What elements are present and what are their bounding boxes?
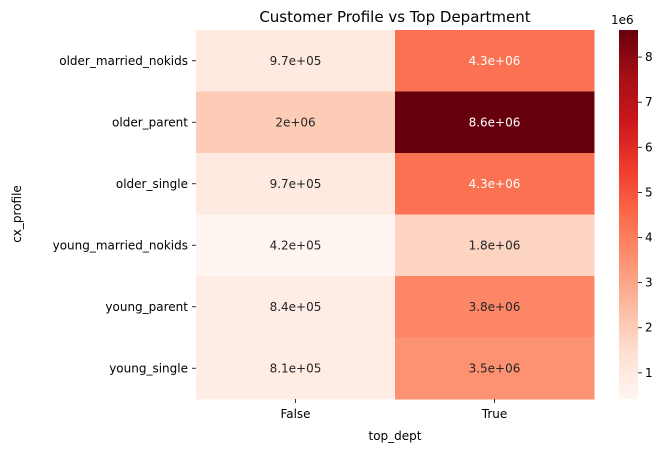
heatmap-cell: [395, 337, 595, 400]
colorbar: [619, 30, 638, 399]
heatmap-cell: [196, 153, 396, 215]
cell-annotation: 3.5e+06: [469, 361, 521, 375]
cell-annotation: 8.6e+06: [469, 115, 521, 129]
heatmap-cell: [395, 153, 595, 215]
heatmap-cell: [196, 30, 396, 92]
colorbar-tick-label: 3: [645, 276, 653, 290]
colorbar-ticks: 1 2 3 4 5 6 7 8: [638, 50, 653, 380]
heatmap-cell: [395, 30, 595, 92]
x-axis-ticks: False True: [280, 399, 507, 421]
colorbar-tick-label: 6: [645, 140, 653, 154]
colorbar-tick-label: 7: [645, 95, 653, 109]
cell-annotation: 8.4e+05: [270, 300, 322, 314]
heatmap-cell: [196, 214, 396, 277]
y-tick-label: young_parent: [105, 300, 188, 314]
cell-annotation: 1.8e+06: [469, 238, 521, 252]
colorbar-tick-label: 8: [645, 50, 653, 64]
cell-annotation: 8.1e+05: [270, 361, 322, 375]
y-axis-label: cx_profile: [10, 185, 24, 243]
y-tick-label: older_parent: [112, 115, 188, 129]
heatmap-cells: [196, 30, 595, 400]
colorbar-multiplier: 1e6: [611, 13, 634, 27]
cell-annotation: 2e+06: [275, 115, 315, 129]
x-axis-label: top_dept: [369, 429, 422, 443]
y-tick-label: older_single: [116, 177, 188, 191]
chart-title: Customer Profile vs Top Department: [259, 8, 530, 26]
y-tick-label: older_married_nokids: [59, 54, 188, 68]
y-tick-label: young_married_nokids: [53, 238, 188, 252]
cell-annotation: 4.2e+05: [270, 238, 322, 252]
heatmap-cell: [395, 91, 595, 154]
cell-annotations: 9.7e+05 4.3e+06 2e+06 8.6e+06 9.7e+05 4.3e+06…: [270, 54, 521, 376]
cell-annotation: 4.3e+06: [469, 54, 521, 68]
heatmap-cell: [395, 214, 595, 277]
y-tick-label: young_single: [109, 361, 188, 375]
colorbar-tick-label: 2: [645, 321, 653, 335]
heatmap-cell: [196, 276, 396, 338]
x-tick-label: True: [481, 407, 508, 421]
cell-annotation: 3.8e+06: [469, 300, 521, 314]
colorbar-tick-label: 1: [645, 366, 653, 380]
heatmap-cell: [196, 91, 396, 154]
cell-annotation: 4.3e+06: [469, 177, 521, 191]
heatmap-cell: [395, 276, 595, 338]
x-tick-label: False: [280, 407, 310, 421]
cell-annotation: 9.7e+05: [270, 54, 322, 68]
colorbar-tick-label: 5: [645, 185, 653, 199]
colorbar-tick-label: 4: [645, 231, 653, 245]
y-axis-ticks: older_married_nokids older_parent older_si…: [53, 54, 196, 375]
cell-annotation: 9.7e+05: [270, 177, 322, 191]
heatmap-cell: [196, 337, 396, 400]
